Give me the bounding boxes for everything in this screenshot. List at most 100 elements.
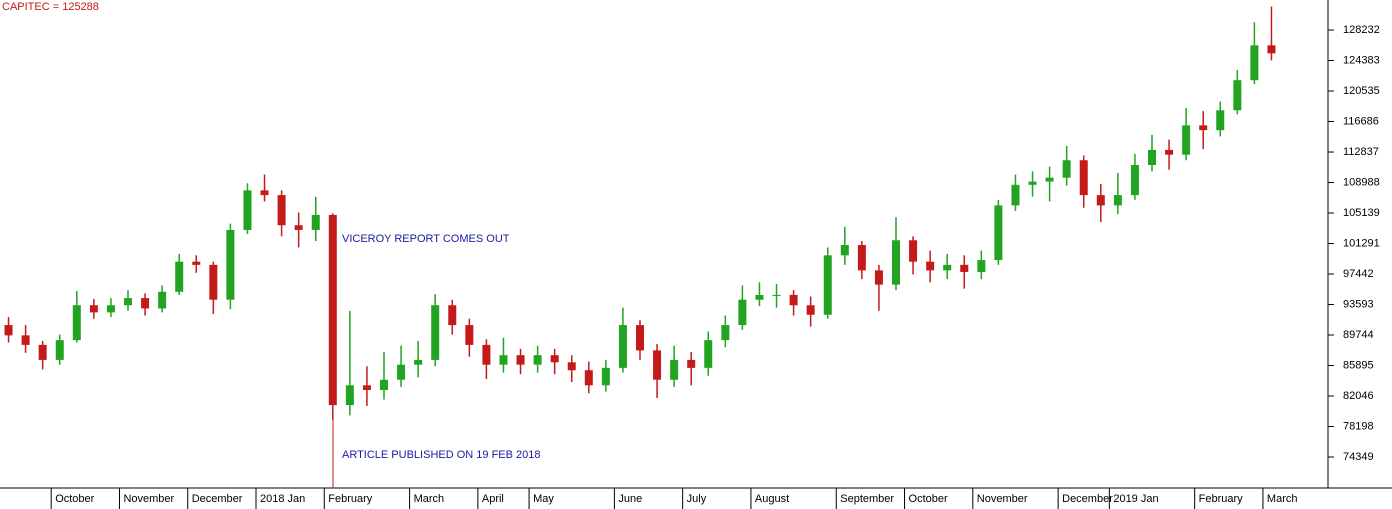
x-tick-label: November bbox=[977, 493, 1028, 505]
candle-body bbox=[380, 379, 388, 391]
x-tick-label: 2019 Jan bbox=[1113, 493, 1158, 505]
x-tick-label: April bbox=[482, 493, 504, 505]
y-tick-label: 120535 bbox=[1343, 85, 1380, 97]
candle-body bbox=[533, 355, 542, 365]
x-tick-label: October bbox=[55, 493, 94, 505]
candle-body bbox=[158, 291, 167, 309]
candle-body bbox=[21, 335, 30, 345]
y-tick-label: 101291 bbox=[1343, 237, 1380, 249]
y-tick-label: 105139 bbox=[1343, 207, 1380, 219]
y-tick-label: 108988 bbox=[1343, 176, 1380, 188]
x-tick-label: December bbox=[1062, 493, 1113, 505]
candle-body bbox=[1045, 177, 1054, 182]
candle-body bbox=[755, 294, 764, 300]
candle-body bbox=[311, 214, 320, 230]
candle-body bbox=[1199, 125, 1208, 131]
x-tick-label: 2018 Jan bbox=[260, 493, 305, 505]
candle-body bbox=[209, 264, 218, 300]
candle-body bbox=[1216, 110, 1225, 131]
candle-body bbox=[431, 305, 440, 360]
candle-body bbox=[499, 355, 508, 365]
candle-body bbox=[175, 261, 184, 292]
candle-body bbox=[550, 355, 559, 363]
candle-body bbox=[1113, 195, 1122, 206]
candle-body bbox=[72, 305, 81, 341]
candle-body bbox=[277, 195, 286, 226]
candle-body bbox=[618, 325, 627, 368]
y-tick-label: 128232 bbox=[1343, 24, 1380, 36]
chart-title: CAPITEC = 125288 bbox=[2, 1, 99, 13]
candle-body bbox=[601, 367, 610, 386]
candle-body bbox=[482, 344, 491, 365]
candle-body bbox=[874, 270, 883, 285]
y-tick-label: 124383 bbox=[1343, 54, 1380, 66]
candle-body bbox=[584, 370, 593, 386]
x-tick-label: February bbox=[1199, 493, 1244, 505]
candle-body bbox=[806, 305, 815, 315]
x-tick-label: August bbox=[755, 493, 789, 505]
candle-body bbox=[909, 240, 918, 262]
candle-body bbox=[892, 240, 900, 285]
x-tick-label: July bbox=[687, 493, 707, 505]
annotation: VICEROY REPORT COMES OUT bbox=[342, 233, 510, 245]
candle-body bbox=[294, 225, 303, 230]
candle-body bbox=[89, 305, 98, 313]
x-tick-label: February bbox=[328, 493, 373, 505]
x-tick-label: September bbox=[840, 493, 894, 505]
candle-body bbox=[857, 245, 866, 271]
candle-body bbox=[789, 294, 798, 306]
candle-body bbox=[1233, 80, 1242, 111]
y-tick-label: 82046 bbox=[1343, 390, 1374, 402]
y-tick-label: 89744 bbox=[1343, 329, 1374, 341]
candle-body bbox=[1148, 149, 1156, 165]
candle-body bbox=[397, 364, 406, 380]
candle-body bbox=[448, 305, 457, 326]
candle-body bbox=[141, 298, 150, 309]
candle-body bbox=[328, 214, 337, 406]
x-tick-label: November bbox=[123, 493, 174, 505]
y-tick-label: 93593 bbox=[1343, 298, 1374, 310]
x-tick-label: June bbox=[618, 493, 642, 505]
y-tick-label: 116686 bbox=[1343, 115, 1379, 127]
x-tick-label: May bbox=[533, 493, 554, 505]
candle-body bbox=[192, 261, 201, 265]
candle-body bbox=[960, 264, 969, 272]
candle-body bbox=[38, 344, 47, 360]
candle-body bbox=[243, 190, 252, 230]
y-tick-label: 74349 bbox=[1343, 451, 1374, 463]
candle-body bbox=[670, 359, 679, 380]
candle-body bbox=[124, 298, 132, 306]
candle-body bbox=[943, 264, 952, 271]
y-tick-label: 97442 bbox=[1343, 268, 1374, 280]
candle-body bbox=[1182, 125, 1191, 155]
candle-body bbox=[1096, 195, 1105, 206]
candle-body bbox=[1028, 181, 1037, 185]
y-tick-label: 78198 bbox=[1343, 420, 1374, 432]
candle-body bbox=[653, 350, 662, 380]
candle-body bbox=[687, 359, 696, 368]
y-tick-label: 112837 bbox=[1343, 146, 1379, 158]
candle-body bbox=[1165, 149, 1174, 155]
candle-body bbox=[362, 385, 371, 391]
candle-body bbox=[926, 261, 935, 271]
candle-body bbox=[1062, 160, 1071, 178]
candle-body bbox=[840, 245, 849, 256]
candle-body bbox=[4, 325, 13, 336]
annotation: ARTICLE PUBLISHED ON 19 FEB 2018 bbox=[342, 449, 541, 461]
candle-body bbox=[567, 362, 576, 371]
candle-body bbox=[738, 299, 747, 326]
x-tick-label: December bbox=[192, 493, 243, 505]
candle-body bbox=[772, 294, 781, 296]
candle-body bbox=[1011, 184, 1020, 206]
candle-body bbox=[1130, 164, 1139, 196]
candle-body bbox=[55, 340, 64, 360]
x-tick-label: March bbox=[1267, 493, 1298, 505]
candle-body bbox=[977, 260, 986, 272]
candle-body bbox=[465, 325, 474, 345]
x-tick-label: October bbox=[909, 493, 948, 505]
candle-body bbox=[994, 205, 1003, 261]
candle-body bbox=[1267, 45, 1276, 54]
candle-body bbox=[1079, 160, 1088, 196]
